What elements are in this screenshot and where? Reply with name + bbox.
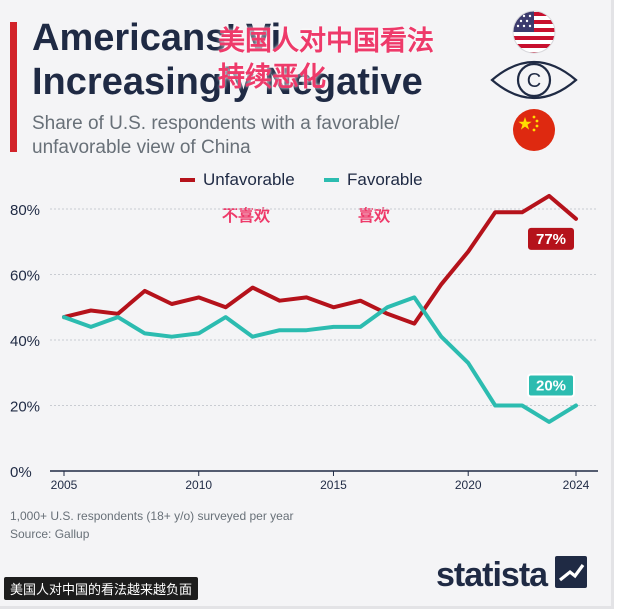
source-note: Source: Gallup	[10, 527, 90, 541]
chart-subtitle: Share of U.S. respondents with a favorab…	[32, 112, 472, 160]
line-chart: 0% 20% 40% 60% 80% 2005 2010 2015 2020 2024 77% 20%	[10, 193, 598, 492]
legend-unfavorable-label: Unfavorable	[203, 170, 295, 189]
chinese-title-overlay: 美国人对中国看法 持续恶化	[218, 24, 434, 96]
overlay-line-2: 持续恶化	[218, 62, 326, 93]
china-flag-icon	[512, 108, 556, 152]
x-tick-label: 2020	[455, 478, 482, 492]
image-caption: 美国人对中国的看法越来越负面	[4, 577, 199, 600]
chart-title: Americans' Vi Increasingly Negative	[32, 16, 423, 104]
subtitle-line-2: unfavorable view of China	[32, 137, 251, 158]
y-tick-label: 0%	[10, 464, 32, 481]
legend-favorable: Favorable	[324, 170, 423, 190]
legend-favorable-cn: 喜欢	[358, 206, 391, 225]
title-line-2: Increasingly Negative	[32, 61, 423, 103]
legend-favorable-swatch	[324, 178, 339, 182]
end-label-unfavorable: 77%	[536, 231, 566, 248]
y-tick-label: 20%	[10, 399, 40, 416]
overlay-line-1: 美国人对中国看法	[218, 26, 434, 57]
legend-favorable-label: Favorable	[347, 170, 423, 189]
statista-wordmark: statista	[436, 555, 548, 594]
x-tick-label: 2010	[185, 478, 212, 492]
statista-brand: statista	[436, 555, 588, 594]
subtitle-line-1: Share of U.S. respondents with a favorab…	[32, 113, 400, 134]
y-tick-label: 40%	[10, 333, 40, 350]
svg-text:C: C	[527, 70, 541, 92]
end-label-box-unfavorable	[528, 227, 574, 250]
legend-unfavorable: Unfavorable	[180, 170, 295, 190]
y-tick-label: 60%	[10, 268, 40, 285]
end-label-box-favorable	[527, 373, 575, 398]
statista-logo-icon	[555, 556, 588, 593]
y-tick-label: 80%	[10, 202, 40, 219]
x-tick-label: 2005	[51, 478, 78, 492]
x-tick-label: 2015	[320, 478, 347, 492]
sample-note: 1,000+ U.S. respondents (18+ y/o) survey…	[10, 509, 294, 523]
legend-unfavorable-cn: 不喜欢	[222, 206, 271, 225]
legend-unfavorable-swatch	[180, 178, 195, 182]
eye-copyright-icon: C	[488, 52, 580, 113]
footnote: 1,000+ U.S. respondents (18+ y/o) survey…	[10, 507, 294, 543]
x-tick-label: 2024	[563, 478, 590, 492]
end-label-favorable: 20%	[536, 378, 566, 395]
title-line-1: Americans' Vi	[32, 17, 282, 59]
accent-bar	[10, 22, 17, 152]
series-line-favorable	[62, 295, 578, 424]
us-flag-icon	[512, 10, 556, 54]
series-line-unfavorable	[62, 193, 578, 326]
